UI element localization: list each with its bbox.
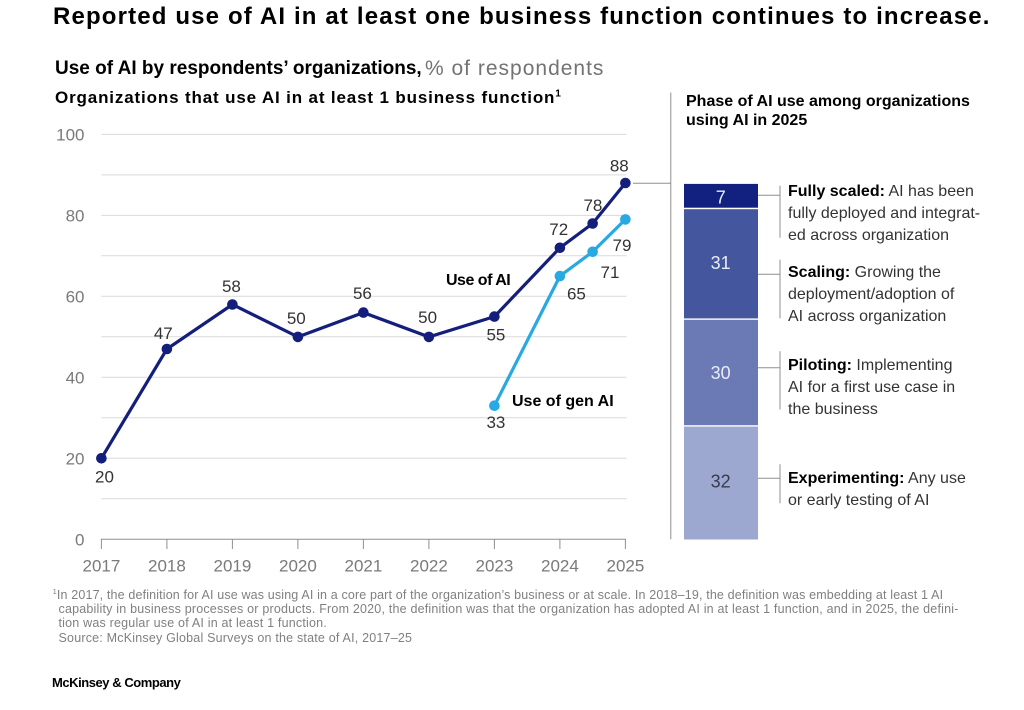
svg-text:100: 100 bbox=[56, 125, 84, 144]
svg-text:65: 65 bbox=[567, 285, 586, 304]
svg-text:58: 58 bbox=[222, 277, 241, 296]
svg-text:2024: 2024 bbox=[541, 557, 579, 576]
svg-text:78: 78 bbox=[583, 196, 602, 215]
svg-text:32: 32 bbox=[711, 472, 731, 492]
svg-text:72: 72 bbox=[549, 220, 568, 239]
svg-text:30: 30 bbox=[711, 363, 731, 383]
svg-text:50: 50 bbox=[418, 308, 437, 327]
svg-text:47: 47 bbox=[154, 324, 173, 343]
svg-text:2018: 2018 bbox=[148, 557, 186, 576]
svg-text:40: 40 bbox=[66, 368, 85, 387]
svg-text:0: 0 bbox=[75, 530, 84, 549]
svg-text:71: 71 bbox=[601, 263, 620, 282]
svg-text:33: 33 bbox=[486, 413, 505, 432]
svg-text:2021: 2021 bbox=[344, 557, 382, 576]
svg-text:31: 31 bbox=[711, 253, 731, 273]
svg-text:20: 20 bbox=[95, 468, 114, 487]
svg-text:88: 88 bbox=[610, 157, 629, 176]
svg-text:2017: 2017 bbox=[82, 557, 120, 576]
svg-text:50: 50 bbox=[287, 309, 306, 328]
svg-text:2025: 2025 bbox=[606, 557, 644, 576]
svg-text:80: 80 bbox=[66, 206, 85, 225]
svg-text:2022: 2022 bbox=[410, 557, 448, 576]
svg-text:2020: 2020 bbox=[279, 557, 317, 576]
svg-text:20: 20 bbox=[66, 449, 85, 468]
svg-text:2019: 2019 bbox=[213, 557, 251, 576]
svg-text:55: 55 bbox=[486, 326, 505, 345]
svg-text:79: 79 bbox=[613, 236, 632, 255]
svg-text:60: 60 bbox=[66, 287, 85, 306]
svg-text:56: 56 bbox=[353, 284, 372, 303]
svg-text:7: 7 bbox=[716, 188, 726, 208]
svg-text:2023: 2023 bbox=[475, 557, 513, 576]
